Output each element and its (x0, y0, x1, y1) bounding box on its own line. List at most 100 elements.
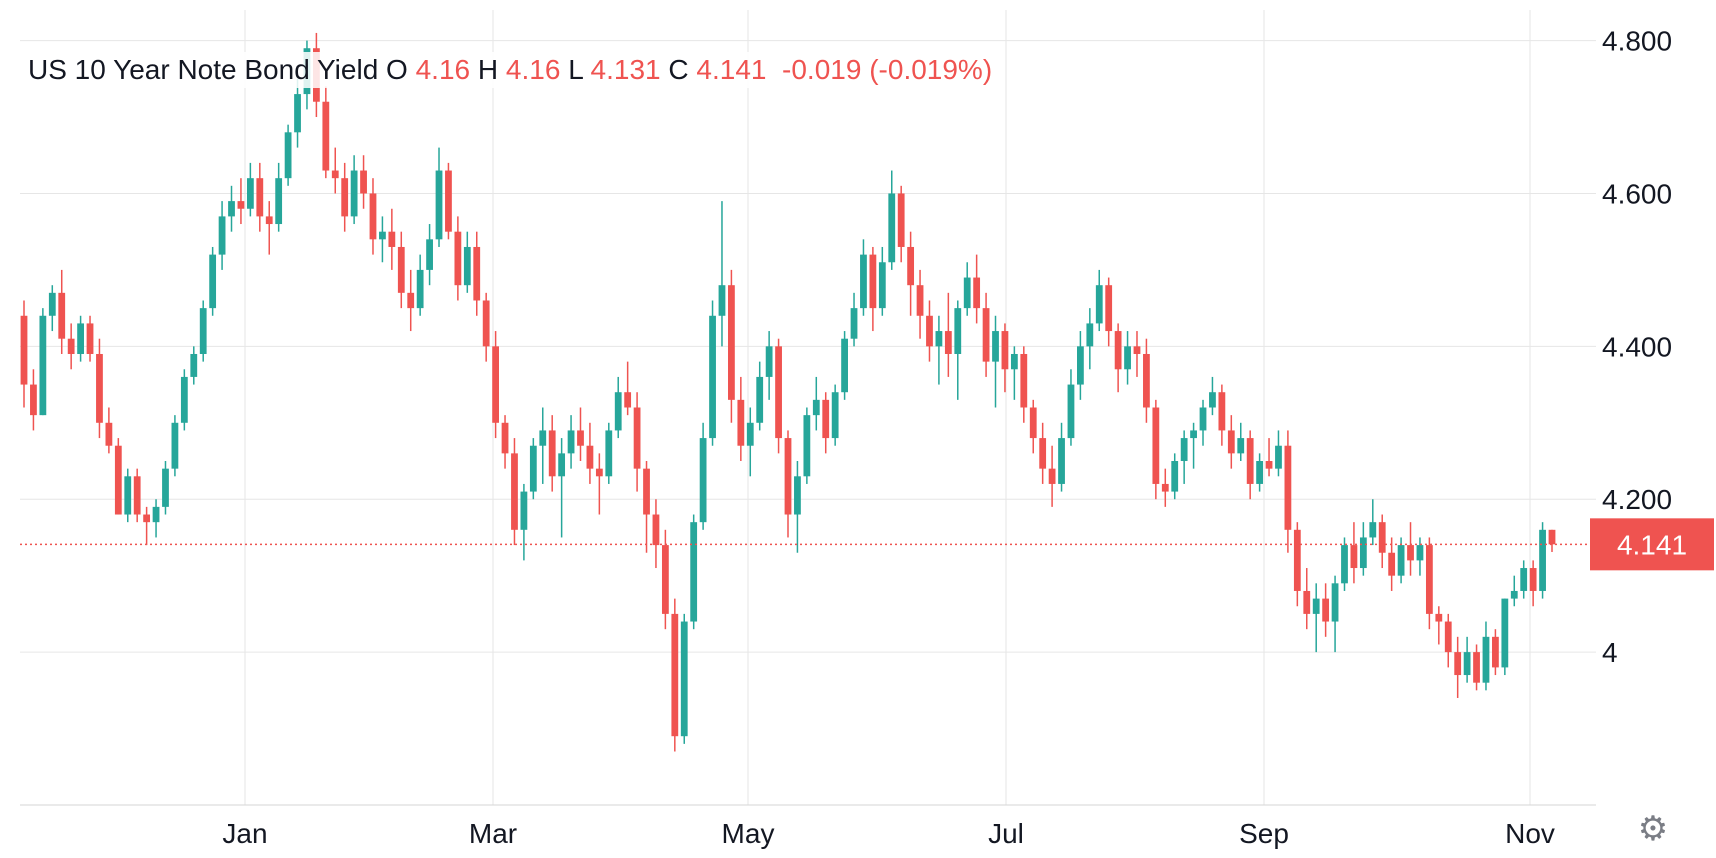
candle-body (822, 399, 830, 439)
candle-body (445, 170, 452, 232)
candle-body (1520, 568, 1528, 591)
candle-body (77, 323, 84, 354)
candle-body (1322, 598, 1330, 622)
candle-body (661, 545, 669, 614)
change-percent: (-0.019%) (869, 54, 993, 85)
x-tick-label: Mar (469, 818, 517, 849)
candle-body (812, 399, 820, 416)
candle-body (1473, 652, 1480, 683)
high-label: H (477, 54, 499, 85)
candle-body (897, 193, 905, 247)
chart-title: US 10 Year Note Bond Yield (28, 54, 379, 85)
candle-body (1114, 331, 1122, 370)
candle-body (605, 430, 613, 477)
candle-body (1303, 590, 1311, 614)
candle-body (746, 422, 754, 446)
candle-body (935, 331, 943, 347)
candle-body (416, 269, 424, 309)
candle-body (1454, 652, 1462, 676)
candle-body (718, 285, 726, 316)
candle-body (1209, 392, 1216, 408)
gear-icon[interactable]: ⚙ (1637, 810, 1669, 848)
low-label: L (568, 54, 583, 85)
candle-body (699, 438, 707, 523)
candle-body (162, 468, 169, 507)
candle-body (1152, 407, 1160, 484)
candle-body (322, 101, 330, 171)
candle-body (426, 239, 433, 270)
candle-body (96, 353, 103, 423)
x-tick-label: May (722, 818, 775, 849)
candle-body (680, 621, 688, 737)
candle-body (907, 246, 915, 286)
candle-body (926, 315, 933, 347)
candle-body (916, 285, 924, 316)
candle-body (1501, 598, 1509, 668)
grid (20, 10, 1596, 805)
candle-body (284, 132, 292, 179)
candle-body (1124, 346, 1131, 370)
candle-body (577, 430, 584, 446)
candle-body (775, 346, 782, 439)
candle-body (1020, 353, 1028, 408)
candles (20, 32, 1556, 752)
candle-body (614, 392, 622, 431)
candle-body (1388, 552, 1396, 576)
candle-body (869, 254, 877, 309)
candle-body (1397, 545, 1405, 576)
candle-body (992, 331, 999, 362)
candle-body (633, 407, 641, 469)
candle-body (1227, 430, 1235, 454)
candle-body (1548, 529, 1556, 545)
candle-body (114, 445, 122, 515)
candle-body (369, 193, 377, 240)
candle-body (407, 292, 415, 309)
candle-body (1133, 346, 1141, 354)
candle-body (124, 476, 132, 515)
close-label: C (668, 54, 689, 85)
candle-body (888, 193, 896, 263)
candle-body (539, 430, 547, 446)
ohlc-legend: US 10 Year Note Bond Yield O 4.16 H 4.16… (24, 52, 997, 88)
candle-body (86, 323, 94, 354)
y-tick-label: 4 (1602, 637, 1618, 668)
candle-body (1444, 621, 1452, 653)
candle-body (1350, 545, 1358, 569)
candle-body (954, 308, 962, 354)
candle-body (1105, 285, 1113, 332)
candle-body (1161, 483, 1169, 492)
candle-body (1086, 323, 1094, 347)
candle-body (1529, 568, 1537, 591)
candle-body (1416, 545, 1424, 561)
candle-body (294, 94, 301, 133)
x-tick-label: Jan (222, 818, 267, 849)
candle-body (841, 338, 848, 393)
candle-body (1284, 445, 1292, 530)
candle-body (1029, 407, 1037, 439)
candle-body (454, 231, 462, 286)
candle-body (1010, 353, 1018, 370)
candle-body (1463, 652, 1471, 676)
candle-body (199, 308, 207, 354)
candle-body (1076, 346, 1084, 385)
candle-body (671, 613, 679, 737)
candle-body (1539, 529, 1546, 591)
candle-body (171, 422, 179, 469)
candle-body (388, 231, 396, 247)
candle-body (784, 438, 792, 515)
high-value: 4.16 (505, 54, 561, 85)
candle-body (1407, 545, 1414, 561)
candle-body (379, 231, 386, 240)
candle-body (1058, 438, 1065, 484)
y-tick-label: 4.600 (1602, 178, 1672, 209)
candle-body (709, 315, 716, 439)
candle-body (1180, 438, 1188, 462)
candle-body (435, 170, 443, 240)
candle-body (341, 178, 349, 217)
candle-body (1275, 445, 1282, 469)
candle-body (1435, 613, 1443, 622)
candle-body (39, 315, 47, 416)
candle-body (860, 254, 867, 309)
candle-body (1237, 438, 1245, 454)
